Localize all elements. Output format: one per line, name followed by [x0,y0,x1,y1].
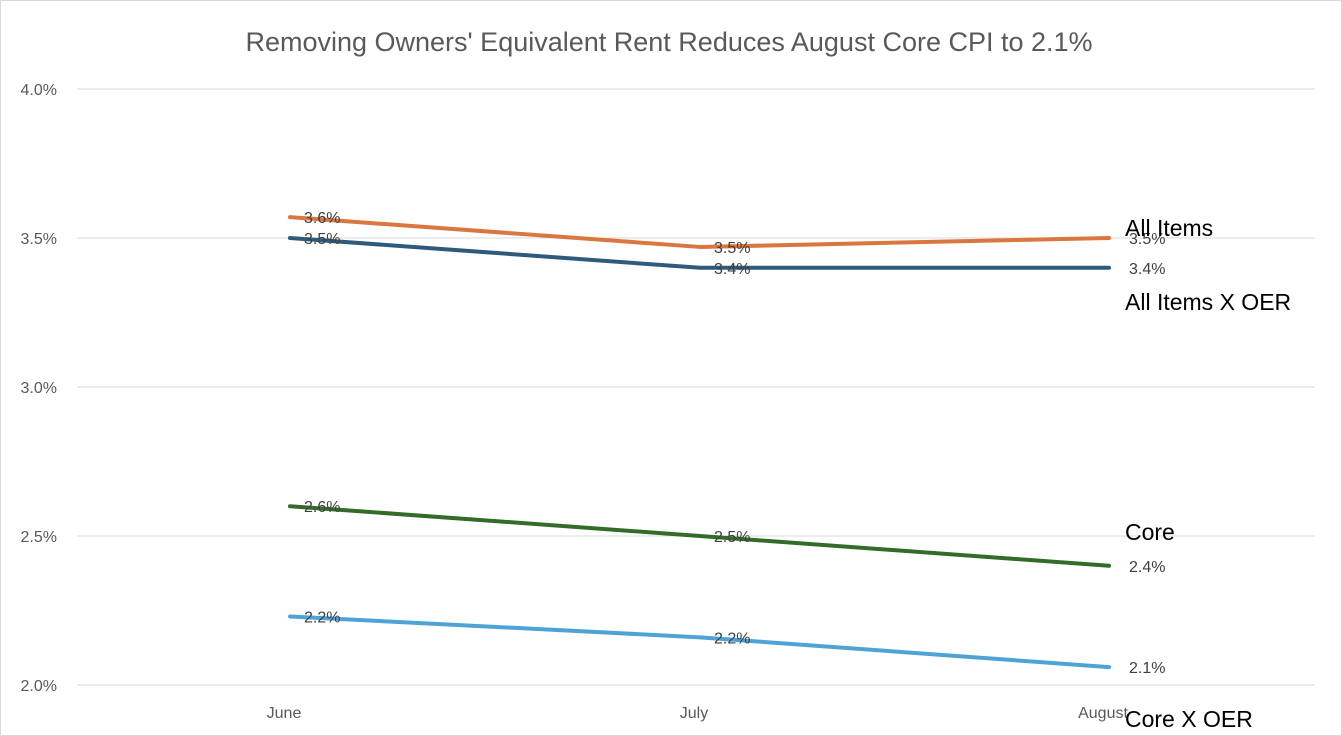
series-name-label: Core [1125,519,1175,545]
series-line [288,614,1111,670]
axis-labels: 2.0% 2.5% 3.0% 3.5% 4.0% June July August [21,82,1129,722]
data-label: 2.2% [304,609,340,626]
y-tick-label: 2.5% [21,529,57,546]
series-name-label: All Items [1125,215,1213,241]
data-label: 2.5% [714,529,750,546]
y-tick-label: 2.0% [21,678,57,695]
x-tick-label: June [267,705,302,722]
data-label: 3.5% [1129,231,1165,248]
data-label: 2.2% [714,630,750,647]
gridlines [77,88,1315,686]
chart-title: Removing Owners' Equivalent Rent Reduces… [245,27,1092,57]
data-label: 2.4% [1129,559,1165,576]
y-tick-label: 4.0% [21,82,57,99]
data-label: 2.1% [1129,660,1165,677]
data-label: 3.5% [714,240,750,257]
data-label: 3.6% [304,210,340,227]
data-label: 3.4% [1129,261,1165,278]
data-label: 3.5% [304,231,340,248]
data-label: 2.6% [304,499,340,516]
series-line [288,215,1111,249]
y-tick-label: 3.5% [21,231,57,248]
data-label: 3.4% [714,261,750,278]
x-tick-label: July [680,705,708,722]
series-name-label: Core X OER [1125,706,1253,732]
series-lines [288,215,1111,670]
series-line [288,504,1111,568]
series-name-label: All Items X OER [1125,289,1291,315]
series-line [288,236,1111,270]
x-tick-label: August [1078,705,1128,722]
y-tick-label: 3.0% [21,380,57,397]
